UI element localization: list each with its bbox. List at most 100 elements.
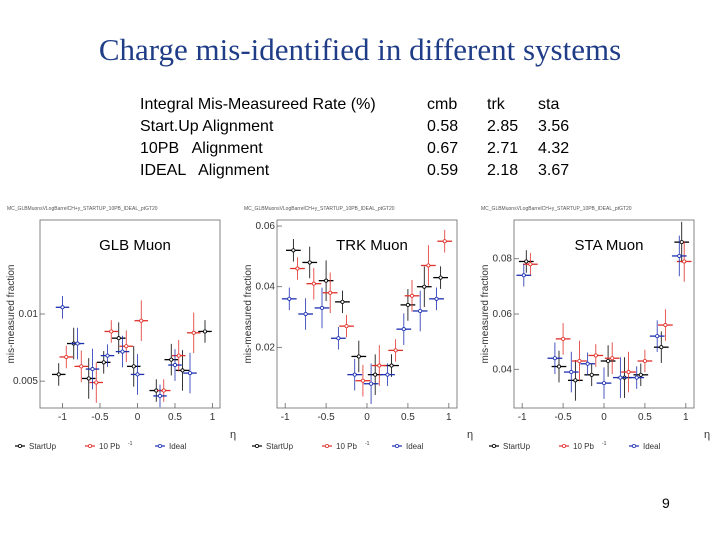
x-axis-label: η <box>230 429 236 441</box>
data-point <box>307 260 312 265</box>
data-point <box>528 262 533 267</box>
stats-cell-trk: 2.18 <box>487 162 519 179</box>
legend-marker <box>157 443 162 448</box>
stats-cell-cmb: 0.67 <box>427 140 459 157</box>
data-point <box>287 296 292 301</box>
data-point <box>569 370 574 375</box>
legend-superscript: -1 <box>365 441 370 447</box>
data-point <box>139 318 144 323</box>
legend-label: Ideal <box>643 442 661 451</box>
file-label: MC_GLBMuonsVLogBarrelCH+y_STARTUP_10PB_I… <box>7 206 158 212</box>
x-tick-label: 0.5 <box>401 412 415 423</box>
chart-sta-muon: MC_GLBMuonsVLogBarrelCH+y_STARTUP_10PB_I… <box>479 200 710 460</box>
data-point <box>64 354 69 359</box>
stats-cell-trk: 2.71 <box>487 140 519 157</box>
legend-marker <box>88 443 93 448</box>
data-point <box>176 353 181 358</box>
file-label: MC_GLBMuonsVLogBarrelCH+y_STARTUP_10PB_I… <box>481 206 632 212</box>
y-tick-label: 0.04 <box>493 364 513 375</box>
data-point <box>295 266 300 271</box>
x-tick-label: 1 <box>446 412 452 423</box>
x-tick-label: -0.5 <box>317 412 335 423</box>
data-point <box>169 357 174 362</box>
x-tick-label: 0 <box>135 412 141 423</box>
x-tick-label: -0.5 <box>91 412 109 423</box>
data-point <box>344 324 349 329</box>
data-point <box>426 263 431 268</box>
data-point <box>94 380 99 385</box>
data-point <box>360 378 365 383</box>
data-point <box>677 253 682 258</box>
legend-label: 10 Pb <box>336 442 357 451</box>
chart-trk-svg: MC_GLBMuonsVLogBarrelCH+y_STARTUP_10PB_I… <box>243 206 473 451</box>
data-point <box>369 381 374 386</box>
data-point <box>389 363 394 368</box>
data-point <box>409 293 414 298</box>
x-tick-label: 0.5 <box>168 412 182 423</box>
x-tick-label: 1 <box>210 412 216 423</box>
data-point <box>524 259 529 264</box>
data-point <box>593 353 598 358</box>
data-point <box>79 364 84 369</box>
data-point <box>180 368 185 373</box>
data-point <box>336 336 341 341</box>
data-point <box>303 312 308 317</box>
data-point <box>393 348 398 353</box>
data-point <box>373 372 378 377</box>
slide-title: Charge mis-identified in different syste… <box>98 32 622 67</box>
data-point <box>109 329 114 334</box>
data-point <box>90 367 95 372</box>
data-point <box>311 281 316 286</box>
stats-cell-sta: 4.32 <box>538 140 570 157</box>
data-point <box>434 296 439 301</box>
legend-marker <box>562 443 567 448</box>
y-tick-label: 0.06 <box>256 221 276 232</box>
x-axis-label: η <box>704 429 710 441</box>
y-axis-label: mis-measured fraction <box>6 265 17 364</box>
data-point <box>682 259 687 264</box>
data-point <box>328 290 333 295</box>
data-point <box>557 364 562 369</box>
y-tick-label: 0.04 <box>256 282 276 293</box>
chart-trk-muon: MC_GLBMuonsVLogBarrelCH+y_STARTUP_10PB_I… <box>242 200 473 460</box>
x-tick-label: 1 <box>683 412 689 423</box>
page-number: 9 <box>662 495 670 511</box>
data-point <box>561 336 566 341</box>
data-point <box>340 299 345 304</box>
stats-header-cmb: cmb <box>427 96 458 113</box>
stats-row-ideal: IDEAL Alignment 0.59 2.18 3.67 <box>140 160 600 182</box>
legend-superscript: -1 <box>602 441 607 447</box>
data-point <box>422 284 427 289</box>
data-point <box>352 372 357 377</box>
data-point <box>638 372 643 377</box>
y-tick-label: 0.02 <box>256 342 276 353</box>
data-point <box>86 376 91 381</box>
x-tick-label: -1 <box>281 412 290 423</box>
data-point <box>642 358 647 363</box>
legend-marker <box>17 443 22 448</box>
data-point <box>589 372 594 377</box>
legend-marker <box>325 443 330 448</box>
data-point <box>602 381 607 386</box>
stats-cell-trk: 2.85 <box>487 118 519 135</box>
stats-row-label: 10PB Alignment <box>140 140 263 157</box>
data-point <box>606 358 611 363</box>
stats-cell-cmb: 0.58 <box>427 118 459 135</box>
file-label: MC_GLBMuonsVLogBarrelCH+y_STARTUP_10PB_I… <box>244 206 395 212</box>
y-tick-label: 0.005 <box>13 376 38 387</box>
stats-header-sta: sta <box>538 96 560 113</box>
data-point <box>401 327 406 332</box>
data-point <box>442 239 447 244</box>
chart-sta-svg: MC_GLBMuonsVLogBarrelCH+y_STARTUP_10PB_I… <box>480 206 710 451</box>
data-point <box>356 354 361 359</box>
x-tick-label: -1 <box>58 412 67 423</box>
data-point <box>291 248 296 253</box>
data-point <box>626 370 631 375</box>
data-point <box>577 358 582 363</box>
stats-row-10pb: 10PB Alignment 0.67 2.71 4.32 <box>140 138 600 160</box>
legend-label: 10 Pb <box>99 442 120 451</box>
data-point <box>679 240 684 245</box>
y-axis-label: mis-measured fraction <box>480 265 491 364</box>
data-point <box>655 334 660 339</box>
y-tick-label: 0.06 <box>493 309 513 320</box>
